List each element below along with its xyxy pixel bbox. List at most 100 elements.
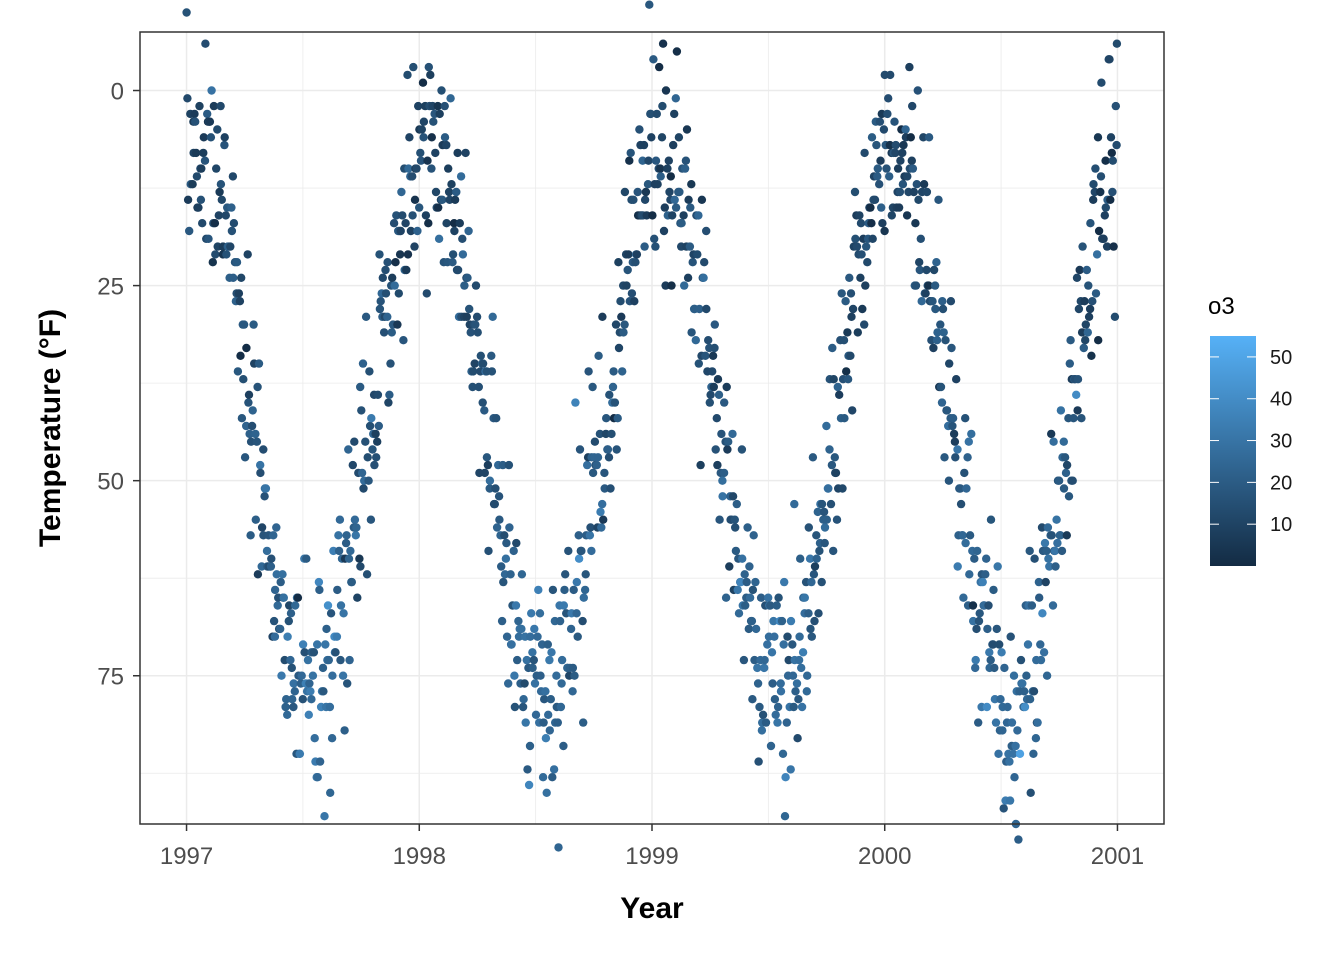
data-point xyxy=(289,702,298,712)
data-point xyxy=(789,702,798,712)
data-point xyxy=(963,453,972,462)
legend-colorbar xyxy=(1210,336,1256,566)
data-point xyxy=(906,133,915,142)
data-point xyxy=(256,460,265,470)
data-point xyxy=(656,164,665,173)
x-axis-title: Year xyxy=(620,892,684,925)
data-point xyxy=(962,484,971,493)
data-point xyxy=(1091,289,1101,298)
data-point xyxy=(239,375,248,384)
data-point xyxy=(928,297,937,306)
data-point xyxy=(491,484,500,493)
data-point xyxy=(824,484,833,493)
data-point xyxy=(820,538,829,548)
data-point xyxy=(365,367,374,376)
data-point xyxy=(1029,687,1039,696)
legend-title: o3 xyxy=(1208,293,1235,320)
data-point xyxy=(244,398,253,407)
data-point xyxy=(610,398,620,407)
data-point xyxy=(518,702,528,712)
data-point xyxy=(336,655,345,665)
data-point xyxy=(1056,406,1066,415)
data-point xyxy=(784,655,793,665)
data-point xyxy=(1019,687,1029,696)
data-point xyxy=(273,601,282,610)
data-point xyxy=(751,577,760,587)
data-point xyxy=(841,297,850,306)
data-point xyxy=(924,133,934,142)
data-point xyxy=(829,546,838,556)
data-point xyxy=(651,156,661,165)
data-point xyxy=(769,616,778,626)
data-point xyxy=(826,499,836,509)
data-point xyxy=(753,679,763,688)
data-point xyxy=(505,523,514,532)
legend-tick-label: 10 xyxy=(1270,514,1292,536)
data-point xyxy=(937,398,947,407)
data-point xyxy=(812,531,821,540)
data-point xyxy=(322,624,331,634)
data-point xyxy=(877,203,886,212)
data-point xyxy=(896,156,905,165)
data-point xyxy=(1081,320,1091,329)
data-point xyxy=(606,484,615,493)
data-point xyxy=(476,351,485,360)
data-point xyxy=(207,86,216,95)
data-point xyxy=(507,640,516,649)
data-point xyxy=(659,226,669,236)
data-point xyxy=(437,86,446,95)
data-point xyxy=(269,531,278,540)
data-point xyxy=(803,671,812,680)
data-point xyxy=(671,94,680,103)
data-point xyxy=(972,624,981,634)
data-point xyxy=(188,180,197,189)
data-point xyxy=(1087,351,1096,360)
data-point xyxy=(846,289,856,298)
data-point xyxy=(993,562,1002,571)
data-point xyxy=(948,421,957,431)
data-point xyxy=(492,414,501,423)
data-point xyxy=(304,710,313,719)
data-point xyxy=(482,453,492,462)
data-point xyxy=(978,577,987,587)
data-point xyxy=(358,359,368,368)
data-point xyxy=(529,655,538,665)
data-point xyxy=(1077,414,1086,423)
data-point xyxy=(764,593,773,602)
data-point xyxy=(276,577,285,587)
data-point xyxy=(712,414,721,423)
data-point xyxy=(786,616,796,626)
data-point xyxy=(710,343,719,353)
data-point xyxy=(627,289,637,298)
data-point xyxy=(945,359,954,368)
data-point xyxy=(594,351,603,360)
data-point xyxy=(817,577,826,587)
data-point xyxy=(259,445,268,454)
data-point xyxy=(253,570,263,579)
data-point xyxy=(229,219,239,228)
data-point xyxy=(1041,577,1050,587)
data-point xyxy=(534,585,543,595)
y-axis: 0 25 50 75 xyxy=(97,79,140,691)
data-point xyxy=(600,484,609,493)
data-point xyxy=(1054,476,1064,485)
data-point xyxy=(566,624,576,634)
data-point xyxy=(206,133,216,142)
data-point xyxy=(244,390,254,399)
data-point xyxy=(658,101,667,111)
data-point xyxy=(190,109,199,119)
data-point xyxy=(732,499,741,509)
data-point xyxy=(665,187,674,197)
data-point xyxy=(1051,562,1060,571)
data-point xyxy=(773,702,783,712)
data-point xyxy=(866,203,875,212)
data-point xyxy=(820,523,830,532)
data-point xyxy=(950,437,960,446)
data-point xyxy=(492,523,502,532)
data-point xyxy=(588,382,597,392)
data-point xyxy=(603,445,613,454)
data-point xyxy=(872,140,881,150)
data-point xyxy=(908,101,917,111)
data-point xyxy=(724,437,733,446)
data-point xyxy=(197,164,206,173)
